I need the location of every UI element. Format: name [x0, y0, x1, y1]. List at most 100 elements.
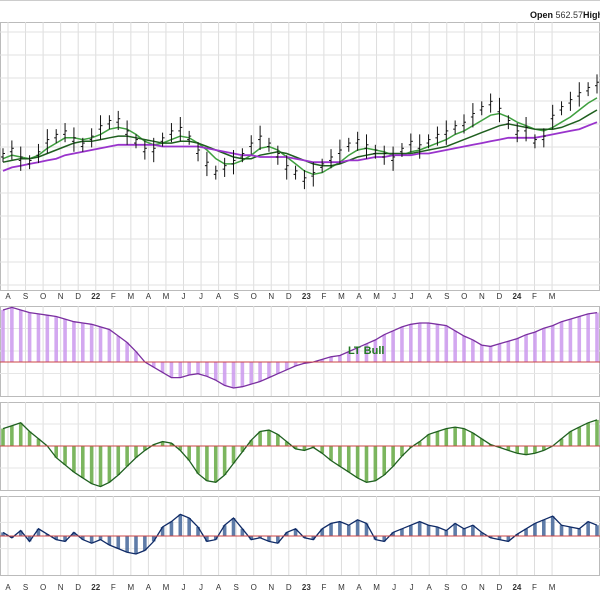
x-tick-label: J — [199, 292, 203, 301]
price-bar — [329, 149, 334, 169]
price-bar — [36, 143, 41, 164]
x-tick-label: N — [268, 583, 274, 592]
price-bar — [169, 123, 174, 143]
x-tick-label: O — [461, 583, 467, 592]
x-tick-label: M — [373, 292, 380, 301]
price-bar — [426, 134, 431, 149]
x-tick-label: M — [549, 583, 556, 592]
price-bar — [373, 144, 378, 159]
price-bar — [568, 91, 573, 111]
x-tick-label: M — [549, 292, 556, 301]
x-tick-label: M — [338, 583, 345, 592]
price-bar — [258, 125, 263, 151]
price-bar — [559, 101, 564, 116]
x-tick-label: O — [251, 583, 257, 592]
price-bar — [45, 129, 50, 154]
price-bar — [488, 93, 493, 113]
price-bar — [54, 129, 59, 144]
price-bar — [408, 133, 413, 153]
price-bar — [311, 162, 316, 187]
price-bar — [196, 142, 201, 162]
price-bar — [249, 135, 254, 155]
price-bar — [27, 155, 32, 170]
price-bar — [98, 115, 103, 140]
price-bar — [80, 137, 85, 152]
x-tick-label: 24 — [512, 292, 521, 301]
x-tick-label: A — [427, 292, 433, 301]
price-bar — [125, 120, 130, 145]
x-tick-label: A — [427, 583, 433, 592]
x-tick-label: N — [268, 292, 274, 301]
price-bar — [515, 123, 520, 143]
price-bar — [275, 145, 280, 165]
price-bar — [240, 148, 245, 163]
x-tick-label: 22 — [91, 583, 100, 592]
x-tick-label: S — [23, 583, 28, 592]
price-bar — [107, 115, 112, 130]
x-tick-label: S — [23, 292, 28, 301]
x-tick-label: 22 — [91, 292, 100, 301]
x-tick-label: M — [373, 583, 380, 592]
price-bar — [160, 132, 165, 147]
price-bar — [506, 115, 511, 130]
price-bar — [470, 103, 475, 128]
price-bar — [497, 97, 502, 123]
price-bar — [266, 137, 271, 152]
x-tick-label: S — [233, 292, 238, 301]
price-bar — [133, 134, 138, 149]
x-tick-label: J — [392, 292, 396, 301]
x-tick-label: J — [182, 292, 186, 301]
x-tick-label: M — [128, 583, 135, 592]
price-bar — [116, 110, 121, 131]
price-bar — [231, 150, 236, 175]
price-bar — [399, 143, 404, 157]
x-tick-label: O — [40, 292, 46, 301]
x-tick-label: F — [532, 292, 537, 301]
price-bar — [346, 137, 351, 152]
price-bar — [1, 148, 5, 163]
x-tick-label: N — [58, 292, 64, 301]
price-bar — [586, 82, 591, 97]
x-tick-label: J — [199, 583, 203, 592]
x-tick-label: 23 — [302, 292, 311, 301]
price-bar — [302, 170, 307, 190]
x-tick-label: D — [286, 292, 292, 301]
price-bar — [284, 155, 289, 180]
high-header: High — [583, 10, 600, 20]
x-tick-label: S — [444, 292, 449, 301]
x-tick-label: D — [497, 583, 503, 592]
x-tick-label: A — [5, 292, 11, 301]
price-bar — [479, 101, 484, 116]
x-tick-label: A — [146, 583, 152, 592]
open-label: Open — [530, 10, 554, 20]
price-bar — [18, 146, 23, 171]
x-tick-label: J — [392, 583, 396, 592]
price-bar — [178, 116, 183, 142]
price-bar — [222, 157, 227, 177]
x-tick-label: F — [321, 292, 326, 301]
price-bar — [595, 74, 599, 94]
price-bar — [524, 116, 529, 142]
price-bar — [213, 165, 218, 180]
price-bar — [435, 126, 440, 146]
x-tick-label: 24 — [512, 583, 521, 592]
indicator-2-outline — [2, 419, 598, 488]
price-bar — [151, 137, 156, 163]
x-tick-label: A — [356, 292, 362, 301]
indicator-3-outline — [2, 513, 598, 555]
price-bar — [320, 158, 325, 173]
x-tick-label: O — [40, 583, 46, 592]
x-tick-label: A — [216, 292, 222, 301]
price-bar — [577, 82, 582, 107]
x-tick-label: F — [321, 583, 326, 592]
lt-bull-annotation: LT Bull — [348, 345, 384, 357]
x-tick-label: J — [182, 583, 186, 592]
price-bar — [142, 140, 147, 160]
ma-long-line — [2, 121, 598, 172]
x-tick-label: A — [216, 583, 222, 592]
x-tick-label: M — [338, 292, 345, 301]
x-tick-label: D — [75, 292, 81, 301]
price-bar — [444, 120, 449, 145]
